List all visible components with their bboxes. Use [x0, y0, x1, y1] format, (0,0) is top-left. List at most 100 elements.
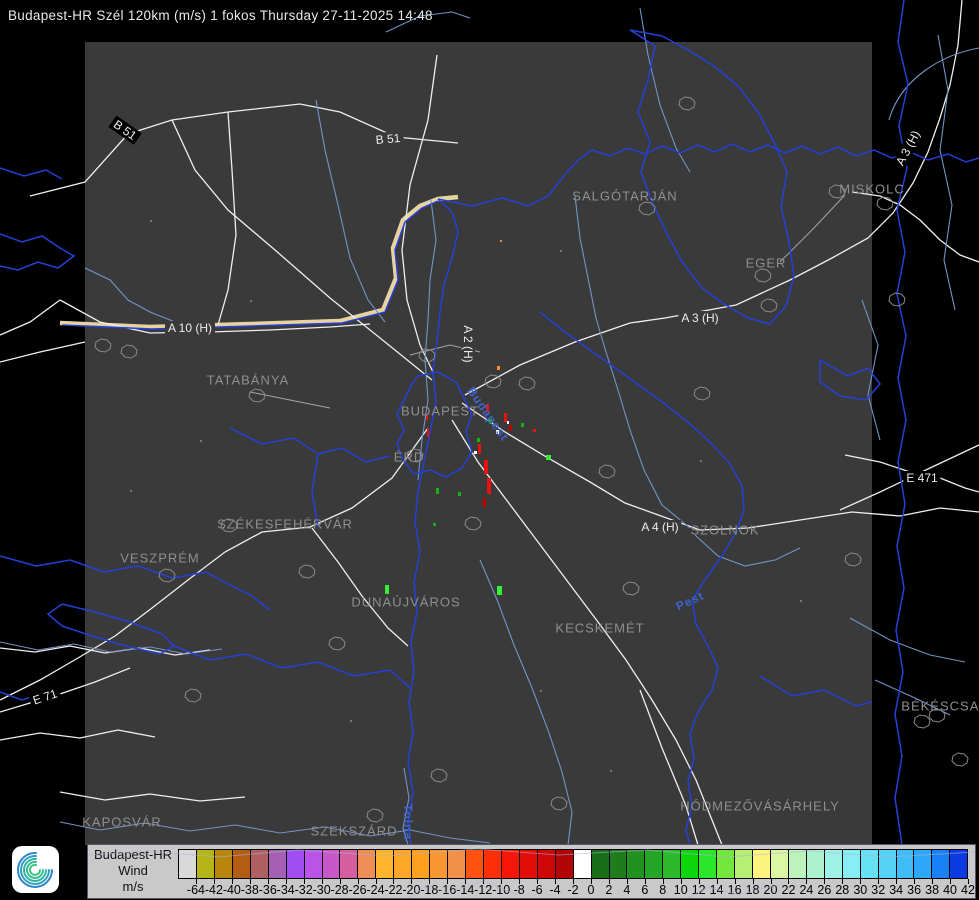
- legend-tick-value: 22: [781, 883, 796, 897]
- legend-tick-value: -10: [492, 883, 511, 897]
- legend-tick-value: -12: [474, 883, 493, 897]
- legend-tick-value: 34: [889, 883, 904, 897]
- legend-tick-value: 24: [799, 883, 814, 897]
- legend-tick-value: -4: [549, 883, 561, 897]
- legend-tick-value: -40: [222, 883, 241, 897]
- legend-swatch: [555, 850, 574, 878]
- legend-tick-value: -24: [366, 883, 385, 897]
- legend-tick-value: 14: [709, 883, 724, 897]
- wind-mark: [507, 421, 509, 424]
- legend-tick-value: -34: [276, 883, 295, 897]
- legend-swatch: [645, 850, 664, 878]
- small-settlement-dots: [130, 220, 802, 772]
- legend-swatch: [322, 850, 341, 878]
- legend-tick: [914, 879, 916, 884]
- wind-mark: [426, 415, 428, 420]
- wind-mark: [458, 492, 461, 496]
- legend: Budapest-HR Wind m/s -64 -42 -40 -38 -36 -34-…: [87, 844, 976, 899]
- legend-swatch: [860, 850, 879, 878]
- legend-tick-value: 26: [817, 883, 832, 897]
- wind-mark: [436, 488, 439, 494]
- legend-tick-value: 32: [871, 883, 886, 897]
- legend-tick-value: 30: [853, 883, 868, 897]
- legend-swatch: [681, 850, 700, 878]
- legend-tick-value: 20: [763, 883, 778, 897]
- legend-tick: [303, 879, 305, 884]
- legend-tick-value: 40: [943, 883, 957, 897]
- legend-tick: [896, 879, 898, 884]
- legend-swatch: [878, 850, 897, 878]
- legend-swatch: [519, 850, 538, 878]
- legend-tick: [285, 879, 287, 884]
- legend-swatch: [501, 850, 520, 878]
- legend-swatch: [770, 850, 789, 878]
- legend-tick-value: -16: [438, 883, 457, 897]
- legend-tick-value: -32: [294, 883, 313, 897]
- legend-tick: [950, 879, 952, 884]
- legend-tick-value: -38: [240, 883, 259, 897]
- legend-tick-value: -2: [567, 883, 579, 897]
- wind-mark: [521, 423, 524, 427]
- wind-mark: [433, 523, 436, 526]
- legend-tick-value: -30: [312, 883, 331, 897]
- legend-swatch: [627, 850, 646, 878]
- wind-mark: [487, 478, 491, 494]
- legend-swatch: [896, 850, 915, 878]
- provider-logo: [12, 846, 59, 893]
- legend-model-label: Budapest-HR: [93, 847, 173, 862]
- wind-mark: [484, 460, 488, 474]
- model-domain-rect: [85, 42, 872, 845]
- legend-swatch: [717, 850, 736, 878]
- legend-tick-value: 6: [641, 883, 649, 897]
- legend-swatch: [735, 850, 753, 878]
- legend-swatch: [699, 850, 718, 878]
- legend-tick-value: -26: [348, 883, 367, 897]
- legend-tick-value: 4: [623, 883, 631, 897]
- legend-tick: [375, 879, 377, 884]
- wind-mark: [496, 430, 499, 434]
- legend-swatch: [286, 850, 305, 878]
- legend-tick-value: -42: [204, 883, 223, 897]
- legend-swatch: [340, 850, 359, 878]
- legend-tick-value: 28: [835, 883, 850, 897]
- wind-mark: [385, 585, 389, 594]
- legend-tick-value: 36: [907, 883, 922, 897]
- legend-swatch: [304, 850, 323, 878]
- legend-tick-value: -8: [513, 883, 525, 897]
- legend-tick-value: -6: [531, 883, 543, 897]
- legend-tick: [267, 879, 269, 884]
- legend-swatch: [250, 850, 269, 878]
- legend-tick: [249, 879, 251, 884]
- legend-swatch: [842, 850, 861, 878]
- wind-mark: [500, 240, 502, 242]
- legend-tick: [824, 879, 826, 884]
- legend-swatch: [537, 850, 556, 878]
- legend-swatch: [232, 850, 251, 878]
- wind-mark: [533, 429, 536, 432]
- legend-tick: [788, 879, 790, 884]
- legend-swatch: [663, 850, 682, 878]
- wind-mark: [483, 498, 486, 507]
- wind-mark: [497, 586, 502, 595]
- legend-unit-label: m/s: [122, 879, 144, 894]
- swirl-logo-icon: [17, 851, 53, 888]
- legend-tick-value: -36: [258, 883, 277, 897]
- legend-swatch: [788, 850, 807, 878]
- borders: [0, 0, 979, 846]
- legend-swatch: [358, 850, 377, 878]
- legend-tick: [195, 879, 197, 884]
- legend-swatch: [753, 850, 771, 878]
- wind-mark: [427, 428, 429, 437]
- legend-tick: [357, 879, 359, 884]
- wind-mark: [497, 366, 500, 370]
- legend-tick: [339, 879, 341, 884]
- legend-swatch: [573, 850, 592, 878]
- danube-bank: [59, 194, 459, 330]
- legend-swatch: [591, 850, 610, 878]
- legend-tick: [860, 879, 862, 884]
- legend-tick: [932, 879, 934, 884]
- legend-tick-value: -20: [402, 883, 421, 897]
- legend-swatch: [214, 850, 233, 878]
